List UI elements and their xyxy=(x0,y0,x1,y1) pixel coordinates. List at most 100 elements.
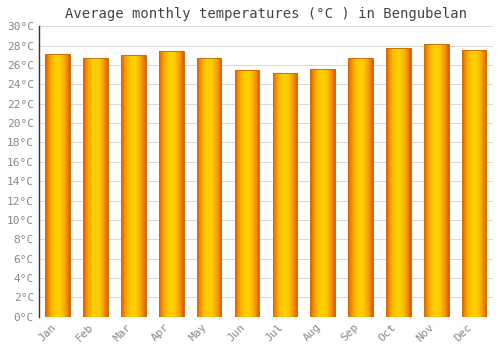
Bar xyxy=(274,73,275,317)
Bar xyxy=(389,48,390,317)
Bar xyxy=(197,58,198,317)
Bar xyxy=(445,44,446,317)
Bar xyxy=(314,69,315,317)
Bar xyxy=(349,58,350,317)
Bar xyxy=(51,54,52,317)
Bar xyxy=(313,69,314,317)
Bar xyxy=(161,51,162,317)
Bar xyxy=(366,58,367,317)
Bar xyxy=(121,55,122,317)
Bar xyxy=(206,58,208,317)
Bar xyxy=(217,58,218,317)
Bar xyxy=(275,73,276,317)
Bar xyxy=(350,58,351,317)
Bar xyxy=(363,58,364,317)
Bar xyxy=(126,55,127,317)
Bar xyxy=(218,58,219,317)
Bar xyxy=(463,49,464,317)
Bar xyxy=(239,70,240,317)
Bar xyxy=(250,70,252,317)
Bar xyxy=(294,73,296,317)
Bar xyxy=(246,70,247,317)
Bar xyxy=(479,49,480,317)
Bar xyxy=(480,49,481,317)
Bar xyxy=(252,70,253,317)
Bar xyxy=(386,48,410,317)
Bar xyxy=(312,69,313,317)
Bar xyxy=(466,49,468,317)
Bar xyxy=(430,44,431,317)
Bar xyxy=(126,55,128,317)
Bar xyxy=(440,44,442,317)
Bar xyxy=(64,54,65,317)
Bar xyxy=(173,51,174,317)
Bar xyxy=(288,73,289,317)
Bar xyxy=(437,44,438,317)
Bar xyxy=(197,58,222,317)
Bar xyxy=(430,44,432,317)
Bar xyxy=(393,48,394,317)
Bar xyxy=(397,48,398,317)
Bar xyxy=(178,51,180,317)
Bar xyxy=(89,58,90,317)
Bar xyxy=(257,70,258,317)
Bar xyxy=(358,58,360,317)
Bar xyxy=(200,58,201,317)
Bar xyxy=(357,58,358,317)
Bar xyxy=(49,54,50,317)
Bar xyxy=(131,55,132,317)
Bar xyxy=(396,48,398,317)
Bar xyxy=(401,48,402,317)
Bar xyxy=(255,70,256,317)
Bar xyxy=(404,48,406,317)
Bar xyxy=(90,58,92,317)
Bar xyxy=(365,58,366,317)
Bar xyxy=(234,70,236,317)
Bar xyxy=(476,49,478,317)
Bar xyxy=(142,55,144,317)
Bar xyxy=(427,44,428,317)
Bar xyxy=(167,51,168,317)
Bar xyxy=(240,70,241,317)
Bar xyxy=(481,49,482,317)
Bar xyxy=(426,44,427,317)
Bar xyxy=(325,69,326,317)
Bar xyxy=(292,73,293,317)
Bar xyxy=(278,73,279,317)
Bar xyxy=(272,73,273,317)
Bar xyxy=(66,54,67,317)
Bar xyxy=(106,58,108,317)
Bar xyxy=(386,48,387,317)
Bar xyxy=(310,69,311,317)
Bar xyxy=(140,55,141,317)
Bar xyxy=(213,58,214,317)
Bar xyxy=(436,44,437,317)
Bar xyxy=(136,55,137,317)
Bar xyxy=(474,49,476,317)
Bar xyxy=(172,51,173,317)
Bar xyxy=(212,58,213,317)
Bar xyxy=(394,48,395,317)
Bar xyxy=(356,58,357,317)
Bar xyxy=(162,51,163,317)
Bar xyxy=(198,58,199,317)
Bar xyxy=(386,48,388,317)
Bar xyxy=(282,73,283,317)
Bar xyxy=(333,69,334,317)
Bar xyxy=(473,49,474,317)
Bar xyxy=(446,44,448,317)
Bar xyxy=(238,70,239,317)
Bar xyxy=(320,69,321,317)
Bar xyxy=(398,48,399,317)
Bar xyxy=(254,70,255,317)
Bar xyxy=(59,54,60,317)
Bar xyxy=(182,51,183,317)
Bar xyxy=(134,55,136,317)
Bar xyxy=(202,58,203,317)
Bar xyxy=(129,55,130,317)
Bar xyxy=(324,69,325,317)
Bar xyxy=(281,73,282,317)
Bar xyxy=(177,51,178,317)
Bar xyxy=(68,54,69,317)
Bar xyxy=(371,58,372,317)
